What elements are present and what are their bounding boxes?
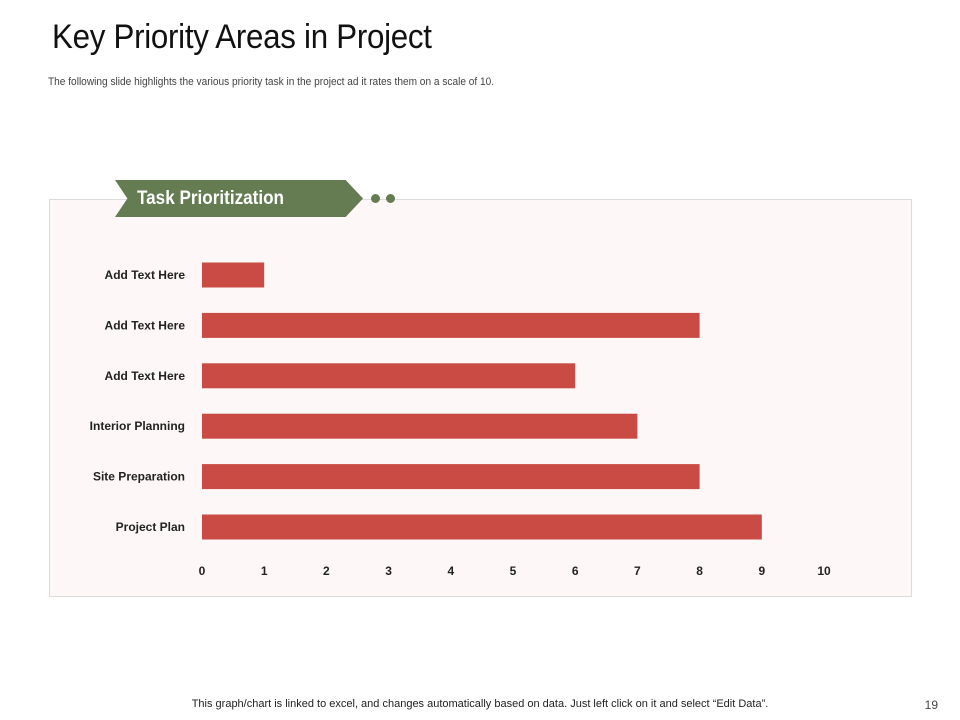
category-label: Add Text Here bbox=[105, 369, 186, 383]
x-tick-label: 5 bbox=[510, 564, 517, 578]
x-tick-label: 0 bbox=[199, 564, 206, 578]
x-tick-label: 2 bbox=[323, 564, 330, 578]
bar-3[interactable] bbox=[202, 413, 638, 439]
bar-0[interactable] bbox=[202, 262, 265, 288]
footer-note: This graph/chart is linked to excel, and… bbox=[191, 698, 769, 710]
category-labels: Add Text Here Add Text Here Add Text Here I… bbox=[90, 268, 186, 534]
x-axis-ticks: 0 1 2 3 4 5 6 7 8 9 10 bbox=[199, 564, 831, 578]
bars-layer bbox=[202, 262, 762, 540]
chart-banner bbox=[115, 180, 363, 217]
x-tick-label: 8 bbox=[696, 564, 703, 578]
bar-1[interactable] bbox=[202, 312, 700, 338]
category-label: Project Plan bbox=[116, 520, 185, 534]
x-tick-label: 9 bbox=[758, 564, 765, 578]
bar-5[interactable] bbox=[202, 514, 762, 540]
x-tick-label: 6 bbox=[572, 564, 579, 578]
bar-4[interactable] bbox=[202, 464, 700, 490]
page-number: 19 bbox=[924, 698, 938, 712]
banner-dot-icon bbox=[386, 194, 395, 203]
banner-dot-icon bbox=[371, 194, 380, 203]
slide-title: Key Priority Areas in Project bbox=[52, 18, 432, 56]
x-tick-label: 7 bbox=[634, 564, 641, 578]
slide-subtitle: The following slide highlights the vario… bbox=[48, 76, 495, 88]
category-label: Site Preparation bbox=[93, 470, 185, 484]
x-tick-label: 10 bbox=[817, 564, 831, 578]
category-label: Add Text Here bbox=[105, 268, 186, 282]
category-label: Add Text Here bbox=[105, 318, 186, 332]
x-tick-label: 3 bbox=[385, 564, 392, 578]
chart-banner-label: Task Prioritization bbox=[137, 188, 284, 209]
x-tick-label: 1 bbox=[261, 564, 268, 578]
x-tick-label: 4 bbox=[447, 564, 454, 578]
bar-2[interactable] bbox=[202, 363, 576, 389]
category-label: Interior Planning bbox=[90, 419, 185, 433]
